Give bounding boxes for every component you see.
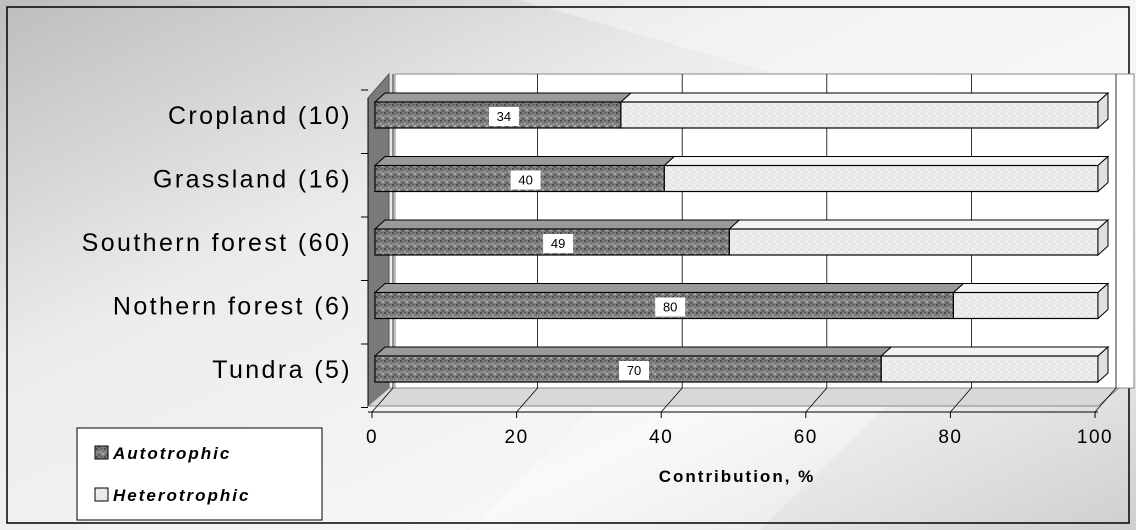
data-label: 40: [518, 173, 532, 188]
x-tick-label: 40: [649, 427, 673, 448]
x-tick-label: 80: [938, 427, 962, 448]
bar-heterotrophic-top: [952, 283, 1110, 293]
bar-heterotrophic-top: [619, 92, 1110, 103]
data-label: 70: [627, 363, 641, 378]
data-label: 34: [497, 109, 511, 124]
bars: 34 40 49 80 70: [373, 91, 1110, 384]
x-tick-label: 20: [505, 427, 529, 448]
bar-autotrophic-top: [373, 283, 965, 293]
x-axis-title: Contribution, %: [659, 467, 816, 486]
plot-floor: [366, 387, 1121, 407]
bar-autotrophic-top: [373, 92, 633, 103]
legend-label-heterotrophic: Heterotrophic: [113, 486, 250, 505]
bar-heterotrophic-end: [1097, 345, 1109, 384]
data-label-box: [510, 170, 541, 190]
bar-heterotrophic: [880, 355, 1099, 383]
bar-autotrophic-top: [373, 156, 676, 166]
category-label: Southern forest (60): [82, 229, 352, 257]
gridline-floor: [805, 387, 828, 413]
gridline-floor: [1094, 387, 1117, 413]
gridline-floor: [371, 387, 394, 413]
category-label: Nothern forest (6): [113, 293, 352, 321]
bar-heterotrophic-top: [662, 156, 1110, 166]
bar-heterotrophic: [952, 291, 1099, 320]
legend-swatch-autotrophic: [94, 445, 109, 460]
data-label-box: [488, 107, 519, 126]
legend-box: [76, 427, 323, 521]
category-label: Cropland (10): [168, 102, 352, 130]
bar-autotrophic-top: [373, 219, 741, 230]
x-tick-label: 0: [366, 427, 378, 448]
category-label: Tundra (5): [212, 356, 352, 384]
bar-heterotrophic: [663, 164, 1099, 193]
gridline-floor: [660, 387, 683, 413]
data-label-box: [619, 361, 650, 380]
gridline-floor: [950, 387, 972, 413]
bar-heterotrophic-end: [1097, 91, 1109, 130]
legend-label-autotrophic: Autotrophic: [112, 444, 231, 463]
x-axis: 0 20 40 60 80 100: [366, 411, 1113, 448]
bar-autotrophic-top: [373, 346, 893, 357]
legend-swatch-heterotrophic: [94, 487, 109, 502]
bar-heterotrophic: [620, 101, 1099, 129]
x-tick-label: 60: [794, 427, 818, 448]
bar-heterotrophic-end: [1097, 218, 1109, 257]
data-label: 80: [663, 300, 677, 315]
category-label: Grassland (16): [153, 166, 352, 194]
bar-heterotrophic-top: [727, 219, 1110, 230]
data-label-box: [543, 234, 574, 253]
data-label-box: [655, 297, 686, 317]
data-label: 49: [551, 236, 565, 251]
bar-heterotrophic-end: [1097, 282, 1109, 320]
x-tick-label: 100: [1077, 427, 1113, 448]
legend: Autotrophic Heterotrophic: [76, 427, 323, 521]
bar-heterotrophic-end: [1097, 155, 1109, 193]
bar-heterotrophic-top: [879, 346, 1110, 357]
y-axis: Cropland (10) Grassland (16) Southern fore…: [82, 89, 369, 408]
bar-heterotrophic: [728, 228, 1099, 256]
gridline-floor: [516, 387, 538, 413]
